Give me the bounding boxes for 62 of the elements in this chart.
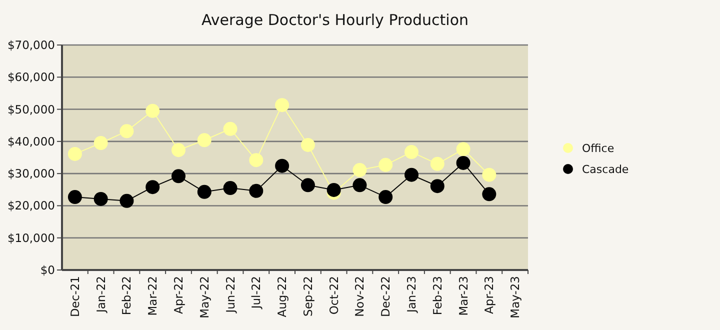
point <box>223 122 238 136</box>
point <box>172 169 186 184</box>
x-tick-label: Dec-21 <box>68 276 82 318</box>
x-tick-label: Jan-23 <box>404 276 418 314</box>
point <box>275 98 290 112</box>
point <box>300 138 315 152</box>
x-tick-label: Dec-22 <box>378 276 393 318</box>
point <box>482 187 496 202</box>
y-tick-label: $0 <box>40 263 55 278</box>
x-tick-label: Apr-23 <box>482 276 496 314</box>
point <box>275 158 290 173</box>
x-tick-label: Jun-22 <box>223 276 238 314</box>
point <box>94 192 108 206</box>
point <box>146 104 160 118</box>
point <box>68 146 82 161</box>
point <box>300 178 315 192</box>
x-tick-label: Jul-22 <box>249 276 264 310</box>
x-tick-label: Mar-22 <box>146 276 160 316</box>
x-tick-label: Feb-23 <box>430 276 444 316</box>
point <box>197 184 212 199</box>
legend-label: Office <box>582 142 614 155</box>
x-tick-label: Feb-22 <box>120 276 134 316</box>
point <box>197 133 212 148</box>
point <box>172 143 186 158</box>
point <box>404 145 418 160</box>
point <box>456 142 470 156</box>
y-tick-label: $30,000 <box>7 166 55 181</box>
x-tick-label: May-22 <box>197 276 212 318</box>
y-tick-label: $40,000 <box>7 134 55 148</box>
y-tick-label: $50,000 <box>7 102 55 116</box>
point <box>94 136 108 150</box>
point <box>404 168 418 182</box>
point <box>378 158 393 172</box>
x-tick-label: Apr-22 <box>172 276 186 314</box>
chart-title: Average Doctor's Hourly Production <box>201 11 469 29</box>
point <box>68 190 82 204</box>
y-tick-label: $70,000 <box>7 38 55 52</box>
y-tick-label: $10,000 <box>7 230 55 245</box>
x-tick-label: Jan-22 <box>94 276 108 314</box>
x-tick-label: May-23 <box>508 276 522 318</box>
y-tick-label: $60,000 <box>7 70 55 84</box>
point <box>378 190 393 204</box>
point <box>223 181 238 196</box>
legend-label: Cascade <box>582 162 629 176</box>
point <box>146 180 160 194</box>
point <box>249 184 264 198</box>
x-tick-label: Aug-22 <box>275 276 290 318</box>
x-tick-label: Nov-22 <box>352 276 367 317</box>
point <box>249 153 264 168</box>
x-tick-label: Sep-22 <box>300 276 315 316</box>
y-tick-label: $20,000 <box>7 198 55 213</box>
point <box>430 156 444 171</box>
point <box>456 156 470 170</box>
point <box>120 194 134 208</box>
point <box>352 178 367 192</box>
point <box>352 163 367 178</box>
x-tick-label: Oct-22 <box>326 276 341 315</box>
point <box>430 179 444 194</box>
point <box>120 124 134 138</box>
x-tick-label: Mar-23 <box>456 276 470 316</box>
point <box>326 182 341 197</box>
point <box>482 168 496 182</box>
